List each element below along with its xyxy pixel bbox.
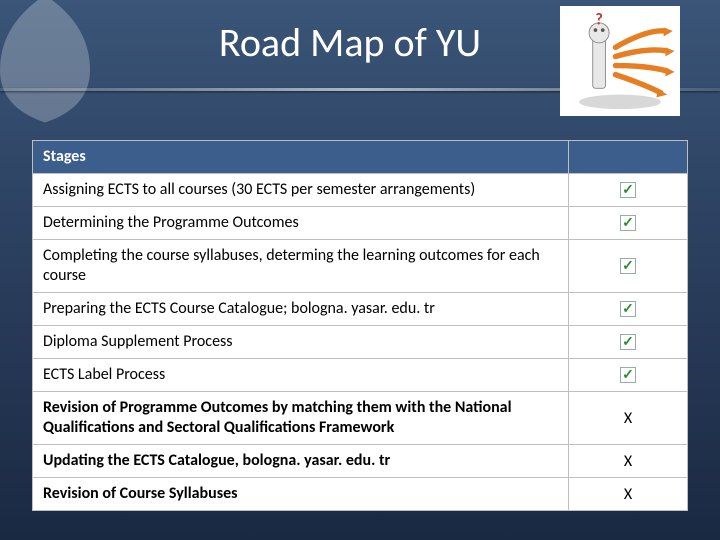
leaf-decoration xyxy=(0,0,120,130)
stage-label: Revision of Course Syllabuses xyxy=(33,478,569,510)
table-row: Preparing the ECTS Course Catalogue; bol… xyxy=(33,293,687,326)
check-icon: ✓ xyxy=(620,182,636,198)
table-header-status xyxy=(569,141,687,173)
table-row: Revision of Programme Outcomes by matchi… xyxy=(33,392,687,445)
stage-status: X xyxy=(569,392,687,444)
stage-status: ✓ xyxy=(569,359,687,391)
svg-text:?: ? xyxy=(595,11,603,30)
stage-status: ✓ xyxy=(569,174,687,206)
stage-status: ✓ xyxy=(569,293,687,325)
check-icon: ✓ xyxy=(620,301,636,317)
stage-label: Assigning ECTS to all courses (30 ECTS p… xyxy=(33,174,569,206)
table-row: Diploma Supplement Process ✓ xyxy=(33,326,687,359)
stage-status: ✓ xyxy=(569,326,687,358)
slide-title-wrap: Road Map of YU xyxy=(150,18,550,67)
stage-label: Revision of Programme Outcomes by matchi… xyxy=(33,392,569,444)
table-row: Determining the Programme Outcomes ✓ xyxy=(33,207,687,240)
stage-status: X xyxy=(569,445,687,477)
x-mark: X xyxy=(624,452,632,471)
stage-label: ECTS Label Process xyxy=(33,359,569,391)
check-icon: ✓ xyxy=(620,334,636,350)
clipart-signpost: ? xyxy=(560,6,680,116)
stage-label: Determining the Programme Outcomes xyxy=(33,207,569,239)
stage-status: ✓ xyxy=(569,240,687,292)
stages-table: Stages Assigning ECTS to all courses (30… xyxy=(32,140,688,511)
stage-label: Diploma Supplement Process xyxy=(33,326,569,358)
stage-status: X xyxy=(569,478,687,510)
check-icon: ✓ xyxy=(620,367,636,383)
x-mark: X xyxy=(624,485,632,504)
table-row: Revision of Course Syllabuses X xyxy=(33,478,687,510)
check-icon: ✓ xyxy=(620,258,636,274)
stage-label: Completing the course syllabuses, determ… xyxy=(33,240,569,292)
table-row: Updating the ECTS Catalogue, bologna. ya… xyxy=(33,445,687,478)
x-mark: X xyxy=(624,409,632,428)
table-row: Completing the course syllabuses, determ… xyxy=(33,240,687,293)
table-header-row: Stages xyxy=(33,141,687,174)
check-icon: ✓ xyxy=(620,215,636,231)
table-row: ECTS Label Process ✓ xyxy=(33,359,687,392)
stage-label: Updating the ECTS Catalogue, bologna. ya… xyxy=(33,445,569,477)
stage-label: Preparing the ECTS Course Catalogue; bol… xyxy=(33,293,569,325)
table-row: Assigning ECTS to all courses (30 ECTS p… xyxy=(33,174,687,207)
stage-status: ✓ xyxy=(569,207,687,239)
table-header-label: Stages xyxy=(33,141,569,173)
slide-title: Road Map of YU xyxy=(150,18,550,67)
